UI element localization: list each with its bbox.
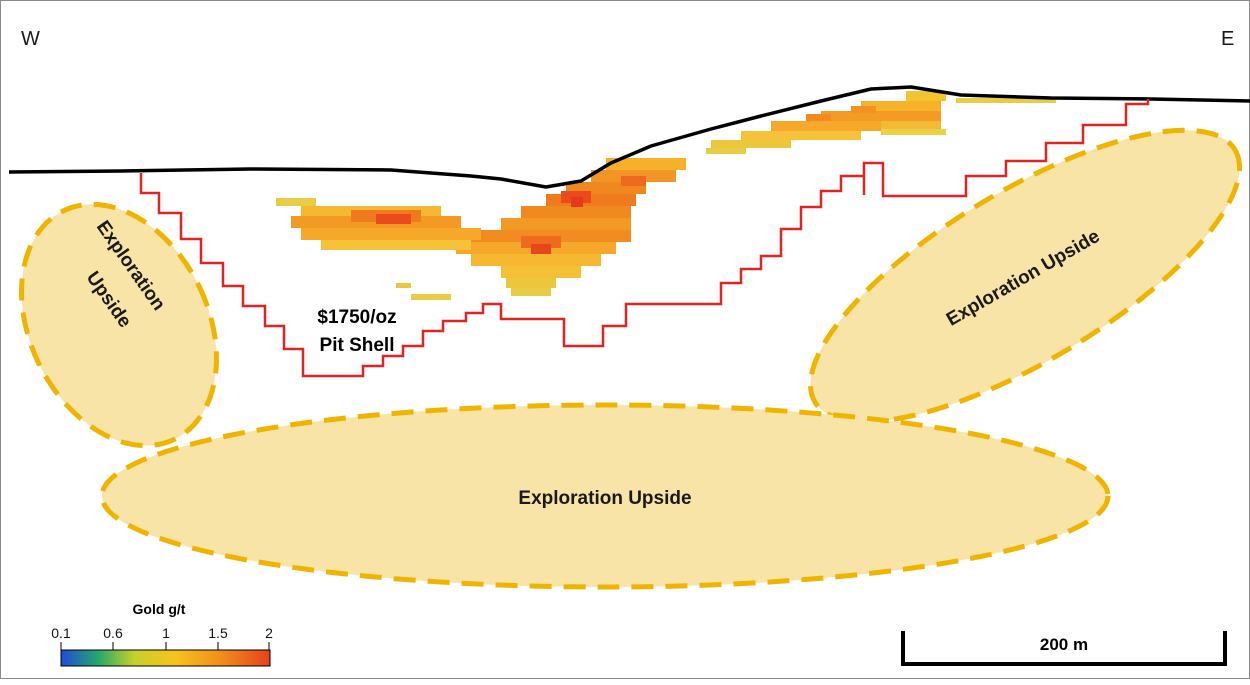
gold-mineralization-blocks xyxy=(276,91,1056,300)
exploration-zone-bottom xyxy=(99,402,1111,590)
legend-tick: 1 xyxy=(162,625,170,641)
legend-tick: 2 xyxy=(265,625,273,641)
legend-tick: 0.1 xyxy=(51,625,71,641)
east-label: E xyxy=(1221,28,1234,50)
scale-bar-label: 200 m xyxy=(1040,635,1088,654)
topography-line xyxy=(8,85,1250,189)
legend-tick: 0.6 xyxy=(103,625,123,641)
bottom-zone-label: Exploration Upside xyxy=(518,488,691,509)
pit-shell-outline xyxy=(139,99,1150,378)
legend-title: Gold g/t xyxy=(133,601,186,617)
pit-shell-label-name: Pit Shell xyxy=(320,335,395,356)
exploration-zone-right xyxy=(807,127,1243,425)
exploration-zone-left xyxy=(19,201,219,449)
west-label: W xyxy=(21,28,40,50)
pit-shell-label-price: $1750/oz xyxy=(317,307,396,328)
gold-grade-legend: Gold g/t 0.1 0.6 1 1.5 2 xyxy=(51,601,273,667)
legend-tick: 1.5 xyxy=(208,625,228,641)
legend-colorbar xyxy=(60,649,271,667)
scale-bar: 200 m xyxy=(901,631,1227,666)
